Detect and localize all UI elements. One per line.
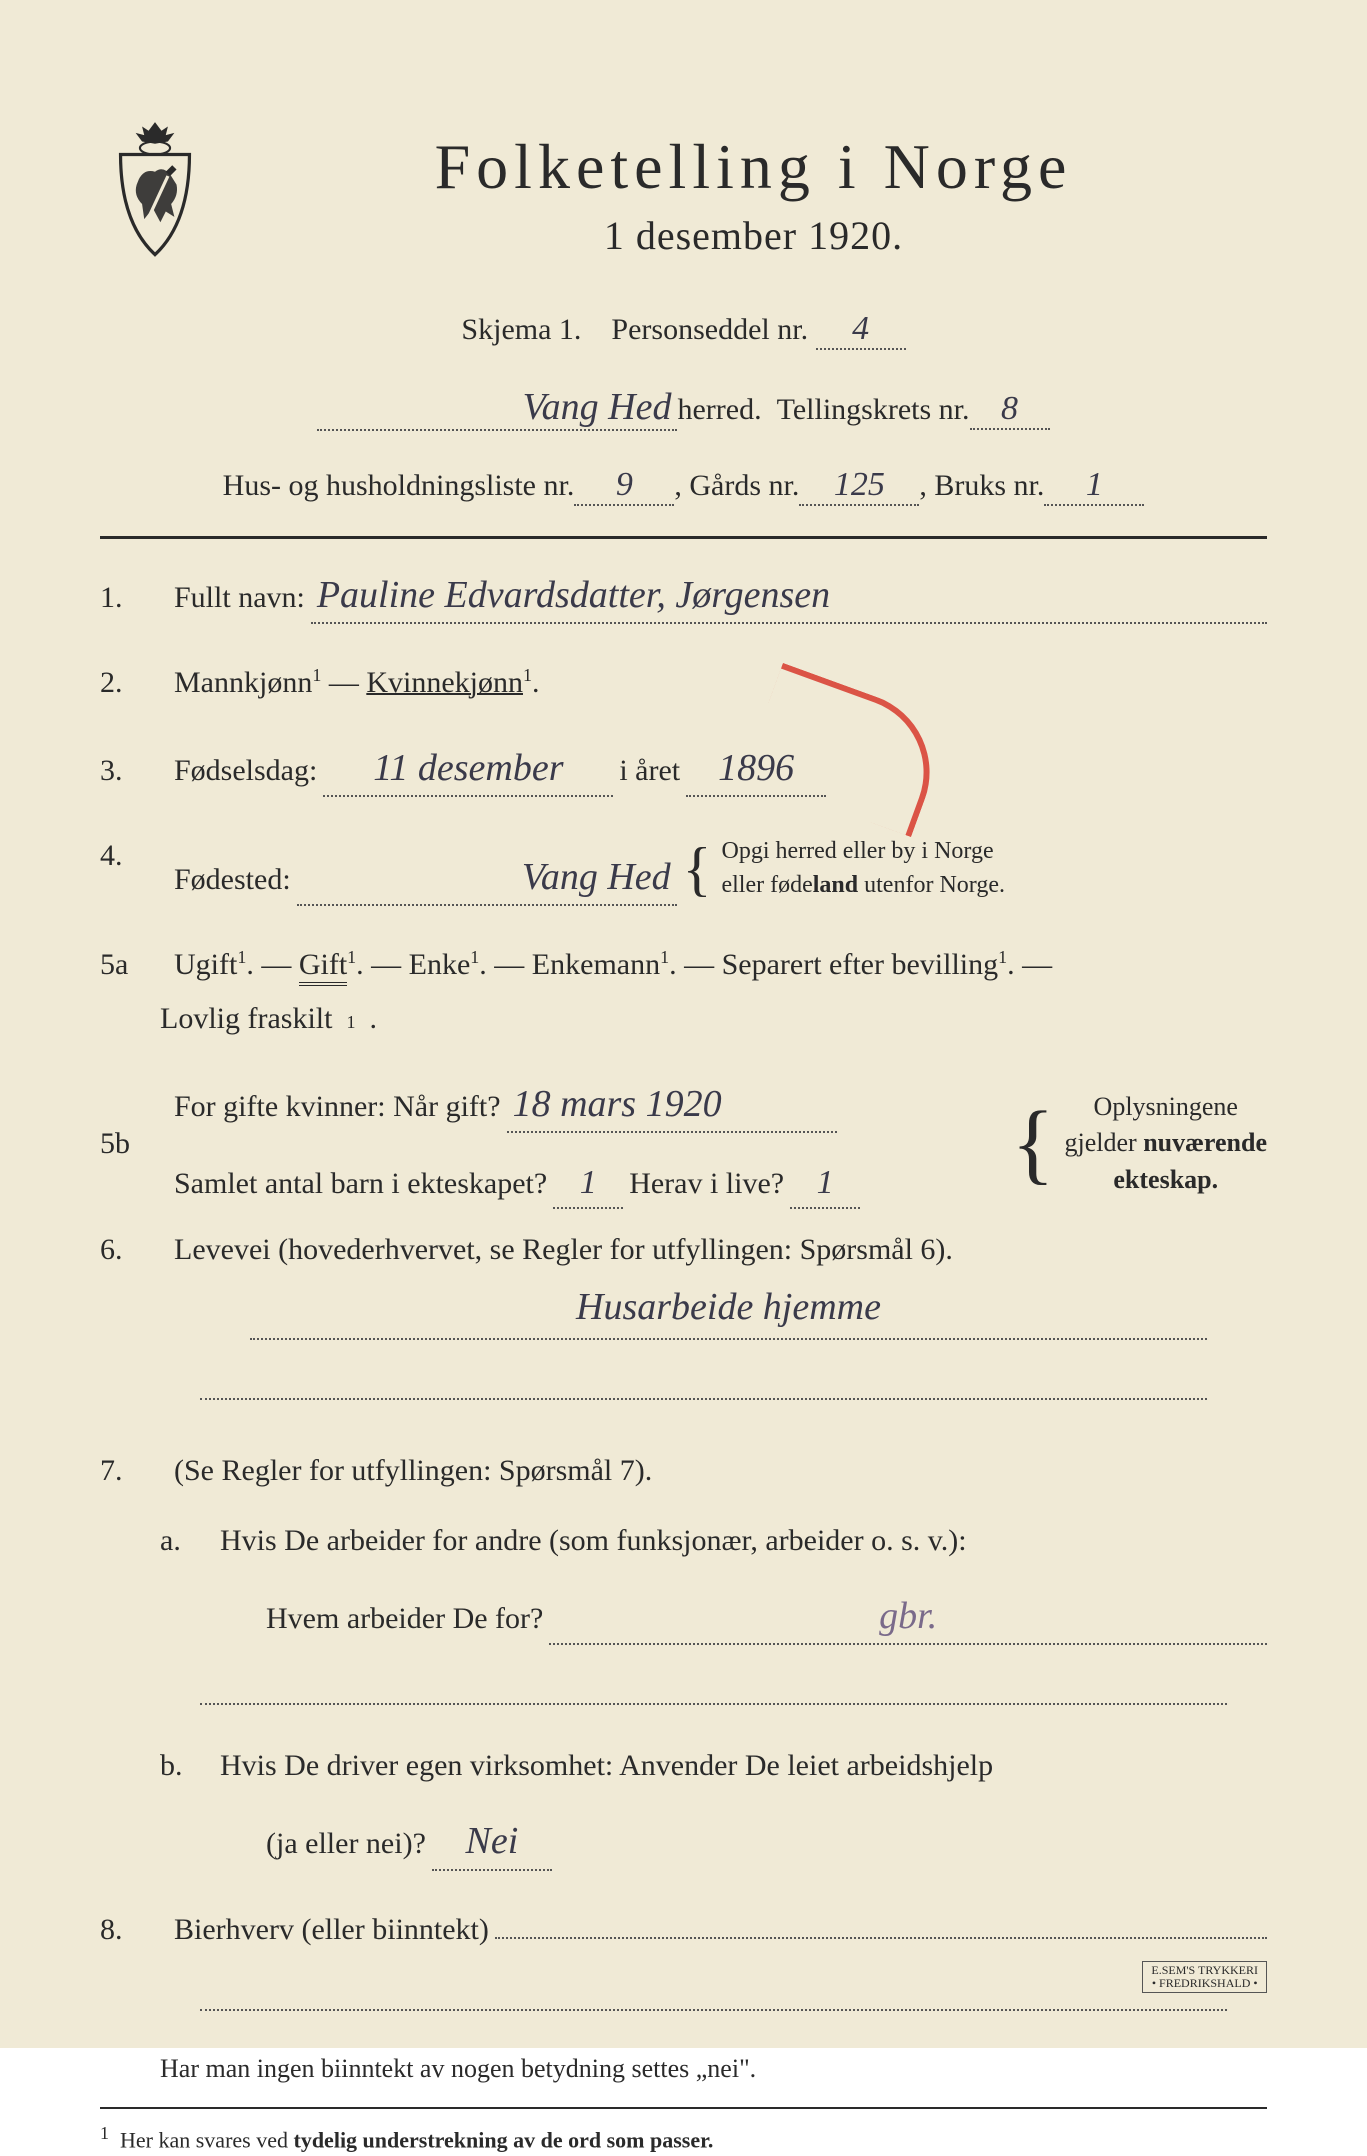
herred-value: Vang Hed [317,385,677,431]
q2-row: 2. Mannkjønn1 — Kvinnekjønn1. [100,662,1267,704]
helper-text: Har man ingen biinntekt av nogen betydni… [160,2051,1267,2087]
q7b-num: b. [160,1745,206,1787]
q7-row: 7. (Se Regler for utfyllingen: Spørsmål … [100,1450,1267,1492]
q5b-label3: Herav i live? [629,1163,784,1205]
q5a-enkemann: Enkemann [532,948,660,981]
q5a-separert: Separert efter bevilling [722,948,999,981]
divider [100,536,1267,539]
q1-num: 1. [100,577,160,619]
herred-label: herred. [677,393,761,427]
q3-year: 1896 [686,742,826,797]
q7a-row: a. Hvis De arbeider for andre (som funks… [160,1520,1267,1562]
footnote-divider [100,2107,1267,2109]
q7a-label: Hvis De arbeider for andre (som funksjon… [220,1524,967,1557]
q5a-num: 5a [100,944,160,986]
census-form-page: Folketelling i Norge 1 desember 1920. Sk… [0,0,1367,2048]
printer-line2: • FREDRIKSHALD • [1151,1977,1258,1990]
q7a-num: a. [160,1520,206,1562]
q3-num: 3. [100,750,160,792]
q4-value: Vang Hed [297,851,677,906]
q2-num: 2. [100,662,160,704]
questions: 1. Fullt navn: Pauline Edvardsdatter, Jø… [100,569,1267,2156]
q1-row: 1. Fullt navn: Pauline Edvardsdatter, Jø… [100,569,1267,624]
q7b-label2: (ja eller nei)? [266,1823,426,1865]
q4-hint1: Opgi herred eller by i Norge [721,835,1005,869]
q7b-label: Hvis De driver egen virksomhet: Anvender… [220,1749,993,1782]
coat-of-arms-icon [100,120,210,260]
header-row: Folketelling i Norge 1 desember 1920. [100,130,1267,260]
q8-num: 8. [100,1909,160,1951]
hushold-label: Hus- og husholdningsliste nr. [223,469,575,503]
q8-empty-line [200,1991,1227,2011]
form-meta-line3: Hus- og husholdningsliste nr. 9 , Gårds … [100,466,1267,506]
q5a-ugift: Ugift [174,948,237,981]
q2-kvinne: Kvinnekjønn [366,666,523,699]
q8-row: 8. Bierhverv (eller biinntekt) [100,1909,1267,1951]
footnote: 1 Her kan svares ved tydelig understrekn… [100,2121,1267,2156]
bruks-nr: 1 [1044,466,1144,506]
q6-num: 6. [100,1229,160,1271]
q8-value-line [495,1937,1267,1939]
bruks-label: , Bruks nr. [919,469,1044,503]
hushold-nr: 9 [574,466,674,506]
q5a-gift: Gift [299,948,347,986]
q7b-row2: (ja eller nei)? Nei [160,1815,1267,1870]
q6-value: Husarbeide hjemme [250,1281,1207,1340]
q7-label: (Se Regler for utfyllingen: Spørsmål 7). [174,1454,652,1487]
q7b-row: b. Hvis De driver egen virksomhet: Anven… [160,1745,1267,1787]
skjema-label: Skjema 1. [461,313,581,346]
gards-nr: 125 [799,466,919,506]
q3-mid: i året [619,750,680,792]
q5b-row: 5b For gifte kvinner: Når gift? 18 mars … [100,1078,1267,1209]
footnote-marker: 1 [100,2123,109,2143]
printer-line1: E.SEM'S TRYKKERI [1151,1964,1258,1977]
q6-label: Levevei (hovederhvervet, se Regler for u… [174,1233,953,1266]
q5b-barn: 1 [553,1159,623,1209]
personseddel-label: Personseddel nr. [611,313,808,346]
q5b-live: 1 [790,1159,860,1209]
tellingskrets-nr: 8 [970,390,1050,430]
q3-label: Fødselsdag: [174,750,317,792]
gards-label: , Gårds nr. [674,469,799,503]
q5a-enke: Enke [409,948,471,981]
subtitle: 1 desember 1920. [240,212,1267,259]
q8-label: Bierhverv (eller biinntekt) [174,1909,489,1951]
q4-row: 4. Fødested: Vang Hed { Opgi herred elle… [100,835,1267,906]
q7a-label2: Hvem arbeider De for? [266,1598,543,1640]
q1-value: Pauline Edvardsdatter, Jørgensen [311,569,1267,624]
q1-label: Fullt navn: [174,577,305,619]
q7a-row2: Hvem arbeider De for? gbr. [160,1590,1267,1645]
q6-row: 6. Levevei (hovederhvervet, se Regler fo… [100,1229,1267,1271]
q5b-num: 5b [100,1123,160,1165]
q7-num: 7. [100,1450,160,1492]
q5b-label2: Samlet antal barn i ektesk﻿apet? [174,1163,547,1205]
q3-row: 3. Fødselsdag: 11 desember i året 1896 [100,742,1267,797]
q5b-hint: { Oplysningene gjelder nuværende ekteska… [1011,1089,1267,1198]
personseddel-nr: 4 [816,310,906,350]
q5b-label1: For gifte kvinner: Når gift? [174,1086,501,1128]
q2-mann: Mannkjønn [174,666,312,699]
q4-label: Fødested: [174,859,291,901]
q7a-empty-line [200,1685,1227,1705]
title-block: Folketelling i Norge 1 desember 1920. [240,130,1267,259]
q6-empty-line [200,1380,1207,1400]
q7a-value: gbr. [549,1590,1267,1645]
q3-day: 11 desember [323,742,613,797]
q4-hint: { Opgi herred eller by i Norge eller fød… [683,835,1005,902]
tellingskrets-label: Tellingskrets nr. [777,393,970,427]
q5a-lovlig: Lovlig fraskilt [160,998,332,1040]
form-meta-line1: Skjema 1. Personseddel nr. 4 [100,310,1267,350]
q5b-hint1: Oplysningene [1065,1089,1267,1125]
q5a-row: 5a Ugift1. — Gift1. — Enke1. — Enkemann1… [100,944,1267,986]
q5b-when: 18 mars 1920 [507,1078,837,1133]
q5a-row2: Lovlig fraskilt1. [100,998,1267,1040]
q4-num: 4. [100,835,160,877]
q7b-value: Nei [432,1815,552,1870]
main-title: Folketelling i Norge [240,130,1267,204]
printer-mark: E.SEM'S TRYKKERI • FREDRIKSHALD • [1142,1961,1267,1993]
form-meta-line2: Vang Hed herred. Tellingskrets nr. 8 [100,385,1267,431]
